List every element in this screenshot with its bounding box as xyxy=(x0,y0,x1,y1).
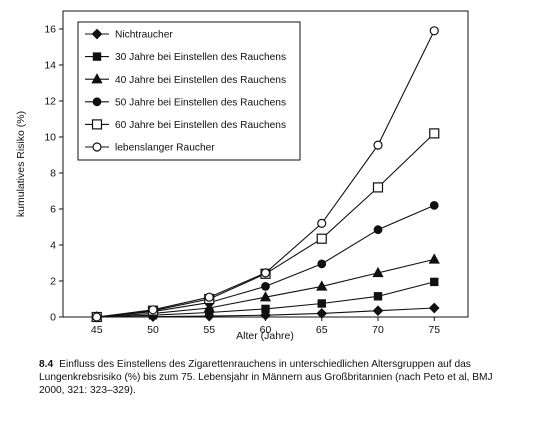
y-tick-label: 12 xyxy=(44,96,56,108)
data-point xyxy=(204,292,214,302)
data-point xyxy=(428,253,440,264)
legend-item: lebenslanger Raucher xyxy=(85,142,215,154)
figure-caption-text: Einfluss des Einstellens des Zigarettenr… xyxy=(39,359,493,396)
series-4 xyxy=(92,200,439,322)
legend-label: 30 Jahre bei Einstellen des Rauchens xyxy=(115,52,286,63)
data-point xyxy=(261,282,270,291)
y-axis-label: kumulatives Risiko (%) xyxy=(15,111,27,217)
legend-label: 40 Jahre bei Einstellen des Rauchens xyxy=(115,75,286,86)
data-point xyxy=(316,233,327,244)
figure-number: 8.4 xyxy=(39,359,54,370)
legend-label: 60 Jahre bei Einstellen des Rauchens xyxy=(115,120,286,131)
legend-marker xyxy=(92,142,102,152)
data-point xyxy=(92,312,102,322)
data-point xyxy=(373,292,383,301)
legend-marker xyxy=(91,73,103,84)
y-tick-label: 2 xyxy=(50,276,56,288)
y-tick-label: 6 xyxy=(50,204,56,216)
data-point xyxy=(317,299,326,308)
y-tick-label: 0 xyxy=(50,312,56,324)
legend-label: 50 Jahre bei Einstellen des Rauchens xyxy=(115,97,286,108)
y-axis: 0 2 4 6 8 10 12 14 16 xyxy=(44,24,63,324)
y-tick-label: 4 xyxy=(50,240,56,252)
figure-caption: 8.4 Einfluss des Einstellens des Zigarett… xyxy=(39,358,509,397)
x-tick-label: 70 xyxy=(372,324,384,336)
legend-item: Nichtraucher xyxy=(85,28,173,41)
legend-label: lebenslanger Raucher xyxy=(115,143,215,154)
x-tick-label: 75 xyxy=(428,324,440,336)
line-chart: 0 2 4 6 8 10 12 14 16 45 50 55 60 65 70 75 kumulatives… xyxy=(15,10,469,342)
data-point xyxy=(148,305,158,315)
legend-marker xyxy=(91,119,103,130)
series-layer xyxy=(91,26,440,323)
data-point xyxy=(317,259,327,269)
legend-label: Nichtraucher xyxy=(115,30,173,41)
x-tick-label: 50 xyxy=(147,324,159,336)
data-point xyxy=(430,277,439,287)
legend-item: 60 Jahre bei Einstellen des Rauchens xyxy=(85,119,286,131)
data-point xyxy=(316,280,328,291)
y-tick-label: 10 xyxy=(44,132,56,144)
data-point xyxy=(317,218,327,228)
data-point xyxy=(373,140,383,150)
data-point xyxy=(261,304,270,314)
data-point xyxy=(429,200,439,210)
legend-marker xyxy=(92,52,102,61)
legend-marker xyxy=(91,28,103,40)
x-tick-label: 60 xyxy=(260,324,272,336)
data-point xyxy=(372,266,384,278)
y-tick-label: 14 xyxy=(44,60,56,72)
data-point xyxy=(259,291,272,302)
series-6 xyxy=(92,26,439,322)
y-tick-label: 16 xyxy=(44,24,56,36)
legend-box xyxy=(77,21,301,161)
y-tick-label: 8 xyxy=(50,168,56,180)
data-point xyxy=(372,305,384,317)
x-tick-label: 45 xyxy=(91,324,103,336)
data-point xyxy=(429,128,440,139)
legend: Nichtraucher 30 Jahre bei Einstellen des … xyxy=(77,21,301,161)
data-point xyxy=(260,268,271,278)
x-axis-label: Alter (Jahre) xyxy=(236,330,294,342)
x-tick-label: 65 xyxy=(316,324,328,336)
data-point xyxy=(429,26,439,36)
data-point xyxy=(372,182,384,193)
legend-marker xyxy=(92,97,102,107)
data-point xyxy=(373,225,383,235)
data-point xyxy=(428,302,440,314)
x-tick-label: 55 xyxy=(203,324,215,336)
data-point xyxy=(316,308,328,319)
legend-item: 40 Jahre bei Einstellen des Rauchens xyxy=(85,73,286,86)
legend-item: 50 Jahre bei Einstellen des Rauchens xyxy=(85,97,286,108)
data-point xyxy=(203,301,215,313)
legend-item: 30 Jahre bei Einstellen des Rauchens xyxy=(85,52,286,63)
